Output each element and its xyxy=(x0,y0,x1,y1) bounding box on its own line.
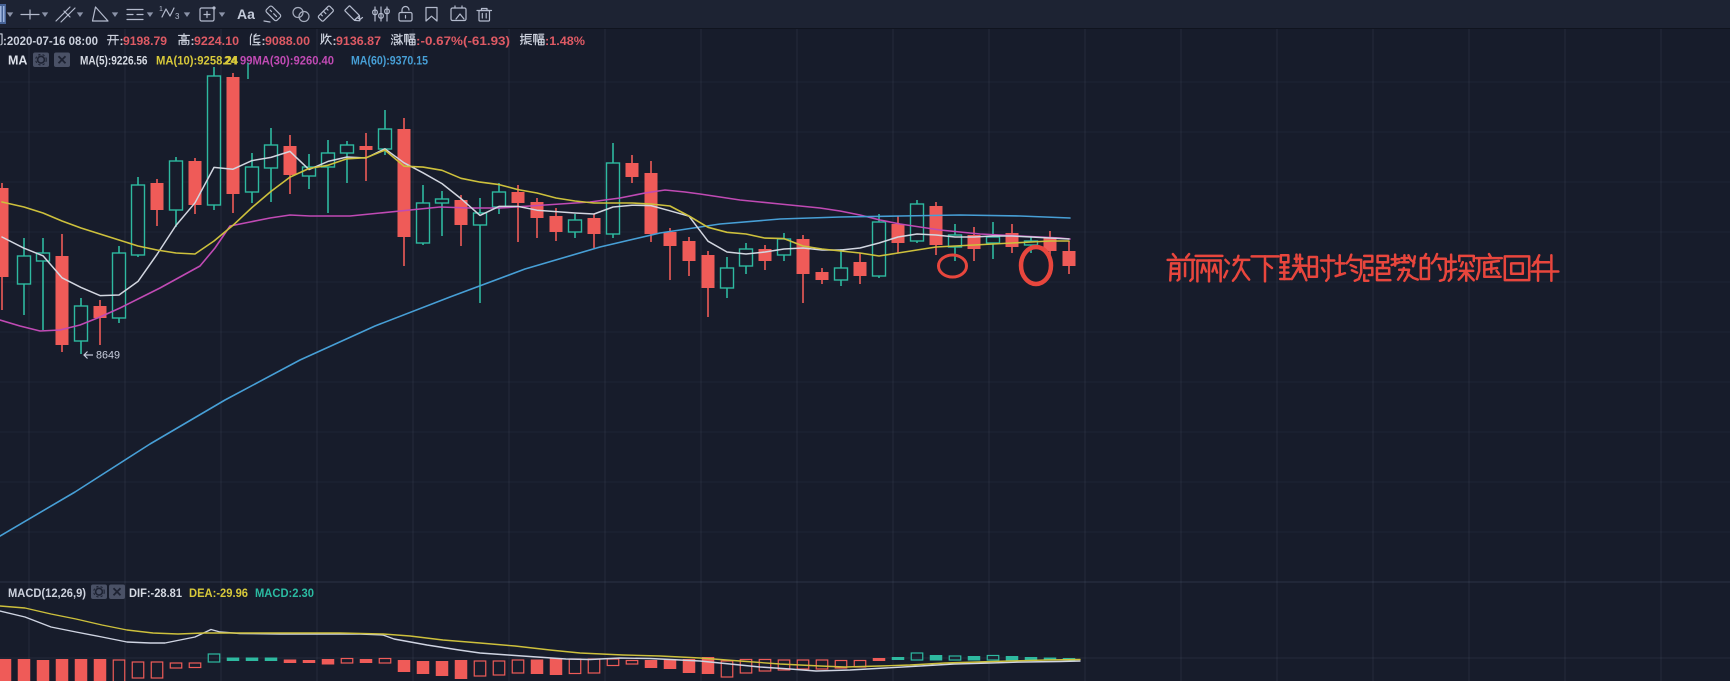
svg-text:MACD:2.30: MACD:2.30 xyxy=(255,586,314,600)
svg-text::: : xyxy=(333,34,337,48)
svg-text::: : xyxy=(262,34,266,48)
svg-text:24: 24 xyxy=(224,54,237,68)
svg-text:Aa: Aa xyxy=(237,6,255,22)
svg-text::1.48%: :1.48% xyxy=(545,34,585,48)
svg-text:MA(10):9258.24: MA(10):9258.24 xyxy=(156,54,238,68)
svg-text::: : xyxy=(120,34,124,48)
svg-text:MA(60):9370.15: MA(60):9370.15 xyxy=(351,54,428,68)
svg-text:9088.00: 9088.00 xyxy=(265,34,310,48)
svg-text::: : xyxy=(191,34,195,48)
svg-text:8649: 8649 xyxy=(96,350,120,362)
svg-text:99MA(30):9260.40: 99MA(30):9260.40 xyxy=(240,54,334,68)
svg-text:DEA:-29.96: DEA:-29.96 xyxy=(189,586,248,600)
svg-text:3: 3 xyxy=(175,12,180,21)
svg-text::2020-07-16 08:00: :2020-07-16 08:00 xyxy=(3,34,98,48)
svg-text:DIF:-28.81: DIF:-28.81 xyxy=(129,586,182,600)
svg-text:9224.10: 9224.10 xyxy=(194,34,239,48)
svg-text:9198.79: 9198.79 xyxy=(123,34,167,48)
svg-text:MA(5):9226.56: MA(5):9226.56 xyxy=(80,54,148,68)
svg-text:9136.87: 9136.87 xyxy=(336,34,381,48)
svg-text:1: 1 xyxy=(159,6,163,13)
svg-text::-0.67%(-61.93): :-0.67%(-61.93) xyxy=(416,34,510,48)
svg-text:MA: MA xyxy=(8,54,27,68)
svg-text:MACD(12,26,9): MACD(12,26,9) xyxy=(8,586,86,600)
